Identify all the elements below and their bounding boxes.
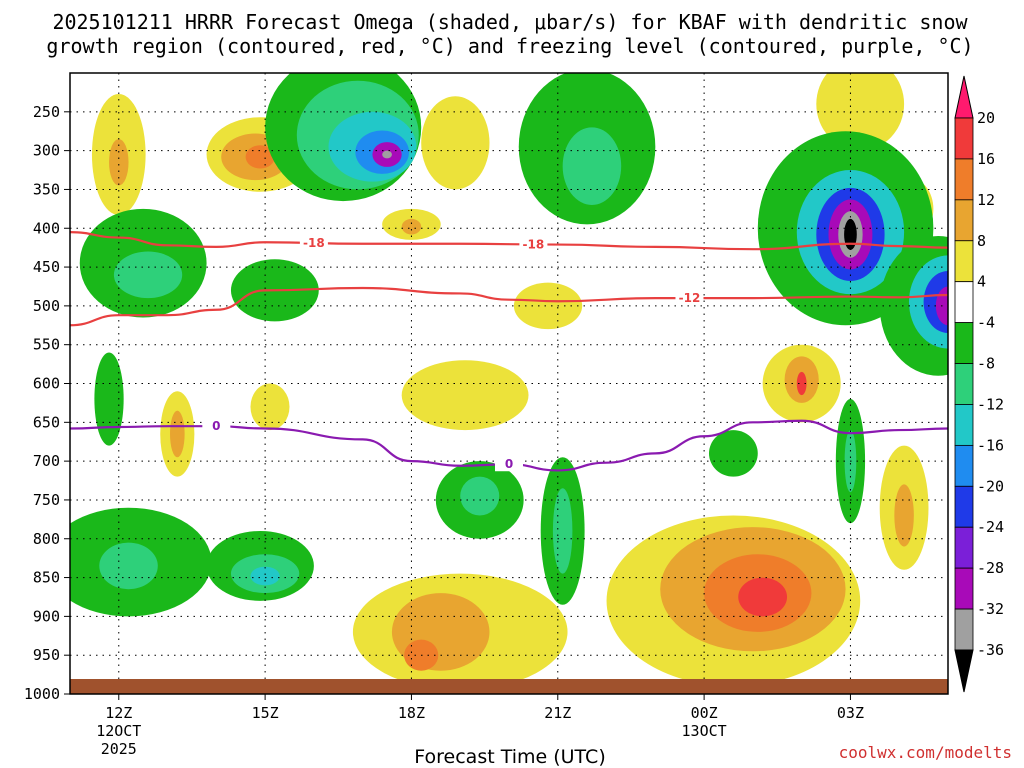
colorbar-label: -28	[977, 559, 1004, 577]
y-tick-label: 750	[33, 491, 60, 509]
y-tick-label: 250	[33, 103, 60, 121]
y-tick-label: 550	[33, 336, 60, 354]
contour-label-bg	[495, 456, 523, 472]
colorbar-band	[954, 444, 974, 487]
colorbar-label: 20	[977, 109, 995, 127]
colorbar-band	[954, 526, 974, 569]
colorbar-band	[954, 117, 974, 160]
y-tick-label: 300	[33, 142, 60, 160]
colorbar-label: -4	[977, 314, 995, 332]
colorbar-label: -20	[977, 477, 1004, 495]
y-tick-label: 850	[33, 569, 60, 587]
y-axis: 250 300 350 400 450 500 550 600 650 700 750 800 850 9…	[24, 103, 70, 703]
y-tick-label: 600	[33, 375, 60, 393]
contour-layer: -18 -18 -12 0 0	[70, 231, 948, 472]
omega-region-up-3	[250, 383, 290, 431]
colorbar-bottom-arrow	[954, 649, 974, 693]
omega-region-dn-7b	[460, 476, 500, 516]
colorbar-label: -16	[977, 436, 1004, 454]
colorbar-band	[954, 322, 974, 364]
contour-label-dgz_minus12: -12	[679, 291, 701, 305]
colorbar-label: -8	[977, 355, 995, 373]
y-tick-label: 350	[33, 180, 60, 198]
chart-title-line-1: 2025101211 HRRR Forecast Omega (shaded, …	[52, 10, 968, 34]
y-tick-label: 400	[33, 219, 60, 237]
colorbar-label: 8	[977, 232, 986, 250]
colorbar-label: -32	[977, 600, 1004, 618]
ground-strip	[70, 679, 948, 694]
y-tick-label: 800	[33, 530, 60, 548]
contour-label-dgz_minus18: -18	[303, 236, 325, 250]
contour-label-bg	[675, 290, 704, 306]
colorbar-label: -12	[977, 395, 1004, 413]
omega-region-dn-low-left-b	[99, 542, 158, 590]
x-tick-label: 18Z	[398, 704, 425, 722]
x-tick-label: 15Z	[252, 704, 279, 722]
omega-region-dn-low-mid-c	[250, 566, 280, 586]
y-tick-label: 500	[33, 297, 60, 315]
omega-region-dn-9d	[552, 488, 573, 574]
omega-region-up-6	[421, 96, 490, 190]
colorbar-band	[954, 485, 974, 528]
y-tick-label: 900	[33, 607, 60, 625]
colorbar-label: -36	[977, 641, 1004, 659]
contour-label-bg	[202, 418, 231, 434]
contour-label-freezing_level: 0	[212, 419, 220, 433]
omega-region-dn-9b	[562, 127, 622, 205]
chart-title-line-2: growth region (contoured, red, °C) and f…	[46, 34, 973, 58]
colorbar-band	[954, 363, 974, 405]
omega-region-dn-left-b	[113, 251, 183, 299]
colorbar-band	[954, 404, 974, 446]
colorbar-band	[954, 608, 974, 651]
omega-region-dn-upper-f	[382, 150, 392, 159]
x-tick-year: 2025	[101, 740, 137, 758]
colorbar: 20 16 12 8 4 -4 -8 -12 -16 -20 -24 -28 -32 -36	[954, 75, 1004, 693]
contour-dgz_minus18	[70, 231, 948, 251]
omega-region-up-9	[513, 282, 583, 330]
omega-shading-layer	[70, 73, 948, 691]
contour-dgz_minus12	[70, 286, 948, 327]
x-axis-label: Forecast Time (UTC)	[414, 746, 605, 768]
omega-region-dn-03z-f	[844, 218, 857, 250]
contour-label-dgz_minus18: -18	[523, 237, 545, 251]
omega-region-up-7	[401, 360, 529, 431]
omega-region-up-16b	[894, 484, 914, 547]
contour-label-bg	[299, 234, 328, 250]
y-tick-label: 1000	[24, 685, 60, 703]
y-tick-label: 450	[33, 258, 60, 276]
y-tick-label: 650	[33, 413, 60, 431]
colorbar-label: 4	[977, 273, 986, 291]
omega-region-up-1b	[169, 410, 185, 458]
x-tick-label: 21Z	[544, 704, 571, 722]
colorbar-top-arrow	[954, 75, 974, 119]
x-tick-label: 12Z	[105, 704, 132, 722]
omega-region-up-16c	[816, 73, 905, 151]
colorbar-band	[954, 240, 974, 283]
colorbar-band	[954, 158, 974, 201]
omega-region-up-0b	[109, 138, 129, 186]
x-tick-date: 12OCT	[96, 722, 141, 740]
colorbar-label: -24	[977, 518, 1004, 536]
colorbar-label: 16	[977, 150, 995, 168]
omega-region-up-13c	[796, 371, 807, 396]
x-tick-date: 13OCT	[682, 722, 727, 740]
y-tick-label: 950	[33, 646, 60, 664]
credit-text: coolwx.com/modelts	[839, 743, 1012, 762]
x-tick-label: 00Z	[691, 704, 718, 722]
x-tick-label: 03Z	[837, 704, 864, 722]
omega-region-up-6c	[401, 218, 422, 235]
omega-region-dn-12	[708, 430, 758, 477]
omega-region-up-low-right-d	[738, 577, 788, 617]
colorbar-band	[954, 567, 974, 610]
contour-label-freezing_level: 0	[505, 457, 513, 471]
contour-label-bg	[519, 236, 548, 252]
colorbar-band	[954, 199, 974, 242]
y-tick-label: 700	[33, 452, 60, 470]
colorbar-label: 12	[977, 191, 995, 209]
colorbar-band	[954, 281, 974, 324]
